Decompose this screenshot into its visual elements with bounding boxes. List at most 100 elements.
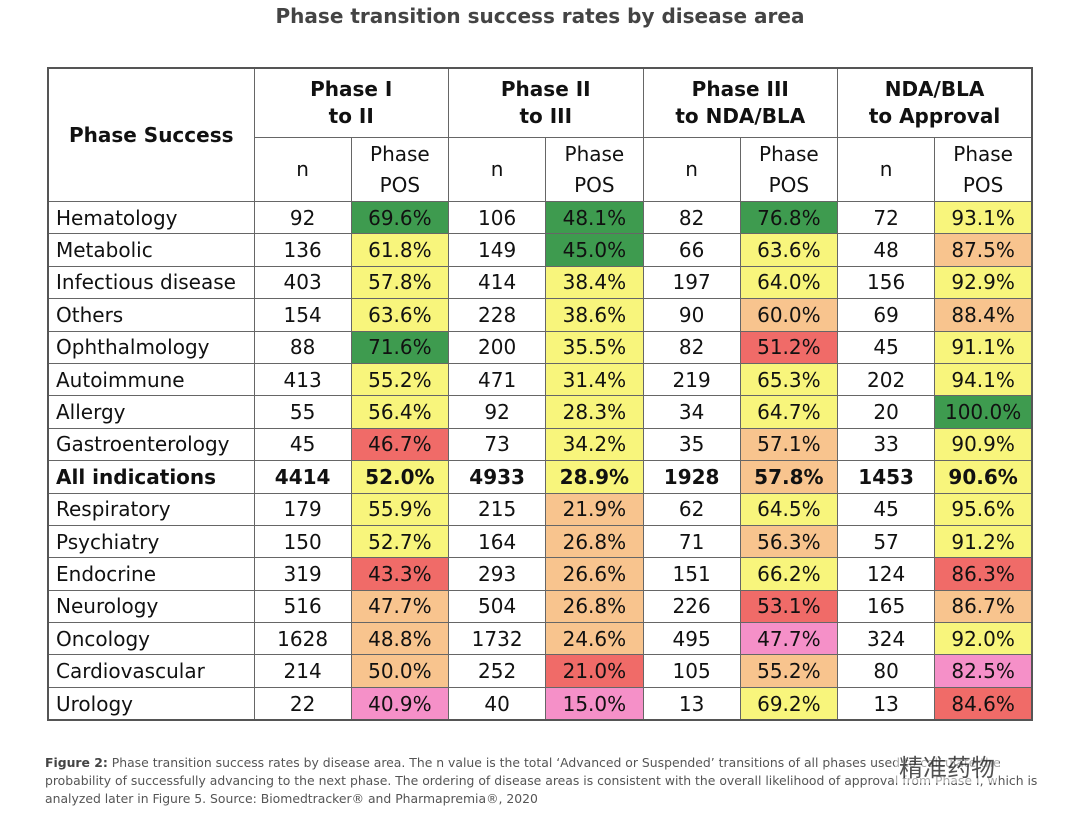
cell: 50.0% <box>350 654 450 688</box>
row-label: Urology <box>47 686 255 721</box>
cell: 69.6% <box>350 200 450 235</box>
cell: 90.9% <box>934 427 1033 462</box>
cell: 4933 <box>447 460 547 494</box>
subheader-line: n <box>490 157 504 181</box>
group-header-line: Phase III <box>691 77 789 101</box>
cell: 15.0% <box>545 686 644 721</box>
cell: 504 <box>447 589 547 624</box>
cell: 324 <box>836 622 936 656</box>
cell: 69.2% <box>739 686 839 721</box>
cell: 61.8% <box>350 233 450 267</box>
cell: 90.6% <box>934 460 1033 494</box>
cell: 47.7% <box>350 589 450 624</box>
cell: 40 <box>447 686 547 721</box>
cell: 156 <box>836 265 936 300</box>
cell: 57.8% <box>739 460 839 494</box>
row-label: Others <box>47 298 255 332</box>
cell: 55 <box>253 395 352 429</box>
cell: 90 <box>642 298 741 332</box>
cell: 52.7% <box>350 524 450 559</box>
cell: 34.2% <box>545 427 644 462</box>
cell: 95.6% <box>934 492 1033 526</box>
cell: 13 <box>642 686 741 721</box>
cell: 51.2% <box>739 330 839 364</box>
cell: 63.6% <box>350 298 450 332</box>
cell: 64.7% <box>739 395 839 429</box>
group-header: Phase II to III <box>448 67 644 138</box>
subheader: n <box>447 137 547 202</box>
cell: 55.2% <box>350 362 450 397</box>
cell: 72 <box>836 200 936 235</box>
cell: 179 <box>253 492 352 526</box>
cell: 202 <box>836 362 936 397</box>
cell: 150 <box>253 524 352 559</box>
table-row: Endocrine 319 43.3% 293 26.6% 151 66.2% 124 86.3… <box>47 557 1033 591</box>
cell: 1453 <box>836 460 936 494</box>
cell: 252 <box>447 654 547 688</box>
cell: 38.6% <box>545 298 644 332</box>
cell: 40.9% <box>350 686 450 721</box>
cell: 60.0% <box>739 298 839 332</box>
cell: 403 <box>253 265 352 300</box>
subheader-line: POS <box>962 172 1004 197</box>
cell: 55.2% <box>739 654 839 688</box>
cell: 92.9% <box>934 265 1033 300</box>
cell: 88 <box>253 330 352 364</box>
cell: 413 <box>253 362 352 397</box>
cell: 164 <box>447 524 547 559</box>
cell: 38.4% <box>545 265 644 300</box>
cell: 92.0% <box>934 622 1033 656</box>
subheader-line: Phase <box>759 141 819 166</box>
cell: 57.1% <box>739 427 839 462</box>
table-row: Infectious disease 403 57.8% 414 38.4% 197 64.… <box>47 265 1033 300</box>
cell: 45.0% <box>545 233 644 267</box>
cell: 165 <box>836 589 936 624</box>
cell: 84.6% <box>934 686 1033 721</box>
cell: 35.5% <box>545 330 644 364</box>
subheader: Phase POS <box>934 137 1033 202</box>
cell: 55.9% <box>350 492 450 526</box>
cell: 24.6% <box>545 622 644 656</box>
row-label: Psychiatry <box>47 524 255 559</box>
subheader-line: POS <box>768 172 810 197</box>
cell: 197 <box>642 265 741 300</box>
row-label: Metabolic <box>47 233 255 267</box>
caption-label: Figure 2: <box>45 755 108 770</box>
cell: 215 <box>447 492 547 526</box>
row-label: Allergy <box>47 395 255 429</box>
cell: 82 <box>642 200 741 235</box>
cell: 48.1% <box>545 200 644 235</box>
cell: 43.3% <box>350 557 450 591</box>
cell: 495 <box>642 622 741 656</box>
cell: 62 <box>642 492 741 526</box>
cell: 21.9% <box>545 492 644 526</box>
cell: 88.4% <box>934 298 1033 332</box>
cell: 46.7% <box>350 427 450 462</box>
cell: 82 <box>642 330 741 364</box>
cell: 93.1% <box>934 200 1033 235</box>
corner-header: Phase Success <box>47 67 255 202</box>
table-body: Hematology 92 69.6% 106 48.1% 82 76.8% 72 93.1% M… <box>47 200 1033 721</box>
watermark: 精准药物 <box>895 748 999 783</box>
subheader-line: Phase <box>953 141 1013 166</box>
cell: 26.8% <box>545 524 644 559</box>
group-header-line: Phase I <box>310 77 393 101</box>
caption-text: Phase transition success rates by diseas… <box>45 755 1038 806</box>
cell: 82.5% <box>934 654 1033 688</box>
cell: 94.1% <box>934 362 1033 397</box>
cell: 92 <box>253 200 352 235</box>
cell: 53.1% <box>739 589 839 624</box>
group-header-line: NDA/BLA <box>884 77 985 101</box>
row-label: Oncology <box>47 622 255 656</box>
subheader-line: Phase <box>564 141 625 166</box>
cell: 219 <box>642 362 741 397</box>
group-header-line: to NDA/BLA <box>675 104 806 128</box>
table-row: Urology 22 40.9% 40 15.0% 13 69.2% 13 84.6% <box>47 686 1033 721</box>
subheader-line: n <box>879 157 893 181</box>
cell: 48 <box>836 233 936 267</box>
cell: 100.0% <box>934 395 1033 429</box>
row-label: Neurology <box>47 589 255 624</box>
table-row: Others 154 63.6% 228 38.6% 90 60.0% 69 88.4% <box>47 298 1033 332</box>
